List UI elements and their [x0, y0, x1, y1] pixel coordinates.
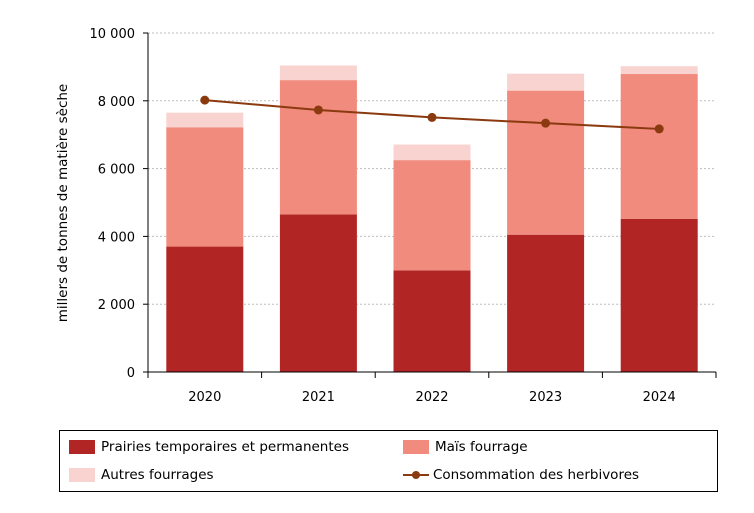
bar-segment	[279, 214, 357, 372]
y-tick-label: 0	[127, 366, 135, 381]
legend-item-autres: Autres fourrages	[69, 467, 214, 483]
legend-label-prairies: Prairies temporaires et permanentes	[101, 439, 349, 455]
x-tick-label: 2024	[643, 390, 676, 405]
bar-segment	[166, 246, 244, 372]
bar-segment	[393, 144, 471, 161]
bars	[166, 65, 698, 372]
bar-segment	[507, 90, 585, 235]
consumption-point	[313, 105, 323, 115]
legend-swatch-autres	[69, 468, 95, 482]
bar-segment	[507, 234, 585, 372]
y-tick-label: 6 000	[98, 163, 135, 178]
legend-label-mais: Maïs fourrage	[435, 439, 528, 455]
tick-labels: 0 2 000 4 000 6 000 8 000 10 000 2020 2021 2022 2…	[90, 27, 676, 405]
x-tick-label: 2023	[529, 390, 562, 405]
legend-item-consommation: Consommation des herbivores	[403, 467, 639, 483]
y-tick-label: 8 000	[98, 95, 135, 110]
consumption-point	[200, 95, 210, 105]
legend: Prairies temporaires et permanentes Maïs…	[59, 430, 718, 492]
x-tick-label: 2020	[188, 390, 221, 405]
legend-item-prairies: Prairies temporaires et permanentes	[69, 439, 349, 455]
x-tick-label: 2021	[302, 390, 335, 405]
bar-segment	[166, 127, 244, 247]
bar-segment	[166, 112, 244, 128]
chart: 0 2 000 4 000 6 000 8 000 10 000 2020 2021 2022 2…	[55, 27, 717, 405]
consumption-point	[427, 112, 437, 122]
bar-segment	[620, 218, 698, 372]
bar-segment	[279, 80, 357, 215]
legend-swatch-mais	[403, 440, 429, 454]
legend-swatch-consommation	[403, 468, 429, 482]
consumption-point	[654, 124, 664, 134]
y-tick-label: 4 000	[98, 230, 135, 245]
legend-swatch-prairies	[69, 440, 95, 454]
legend-item-mais: Maïs fourrage	[403, 439, 528, 455]
consumption-point	[541, 118, 551, 128]
y-tick-label: 10 000	[90, 27, 136, 42]
legend-label-autres: Autres fourrages	[101, 467, 214, 483]
bar-segment	[507, 73, 585, 91]
bar-segment	[393, 160, 471, 271]
legend-label-consommation: Consommation des herbivores	[433, 467, 640, 483]
bar-segment	[279, 65, 357, 81]
y-tick-label: 2 000	[98, 298, 135, 313]
x-tick-label: 2022	[415, 390, 448, 405]
axes	[143, 32, 717, 378]
bar-segment	[620, 66, 698, 75]
consumption-line	[200, 95, 664, 134]
y-axis-title: millers de tonnes de matière sèche	[55, 84, 71, 322]
bar-segment	[620, 74, 698, 219]
bar-segment	[393, 270, 471, 372]
